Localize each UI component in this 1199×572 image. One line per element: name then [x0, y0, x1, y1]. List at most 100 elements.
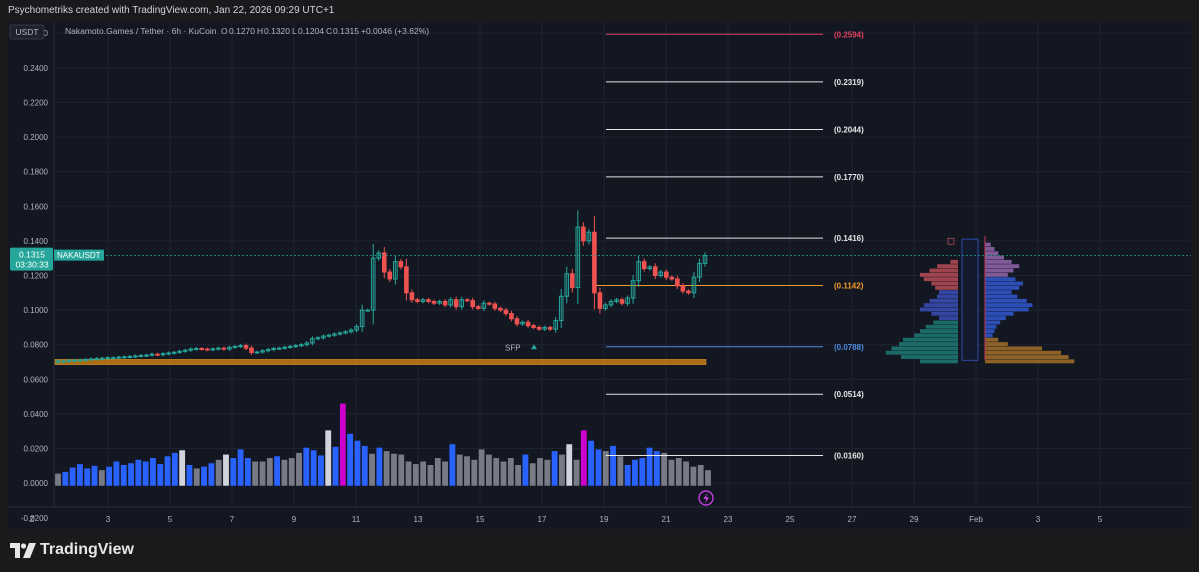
scale-badge[interactable]	[9, 24, 45, 40]
fib-level[interactable]: (0.0160)	[606, 451, 864, 460]
y-tick-label: 0.2000	[24, 133, 49, 142]
current-price-value: 0.1315	[19, 250, 45, 260]
price-chart[interactable]: (0.2594) (0.2319) (0.2044) (0.1770) (0.1416)…	[8, 22, 1191, 529]
y-tick-label: 0.1600	[24, 202, 49, 211]
volume-bar	[559, 454, 565, 486]
volume-bar	[485, 454, 492, 486]
volume-bar	[230, 458, 237, 486]
volume-bar	[55, 473, 61, 486]
volume-bar	[215, 459, 222, 486]
sfp-label: SFP	[505, 343, 521, 352]
candle-body	[138, 354, 144, 357]
candle-body	[310, 338, 315, 344]
candle-body	[299, 344, 304, 347]
fib-level[interactable]: (0.2594)	[606, 30, 864, 39]
candle-body	[332, 333, 337, 336]
candle-body	[321, 335, 326, 339]
candle	[636, 255, 641, 287]
volume-bar	[332, 446, 339, 486]
candle	[481, 300, 487, 312]
candle	[188, 347, 194, 352]
candle-body	[254, 351, 260, 354]
candle	[509, 310, 514, 322]
candle-body	[326, 334, 332, 337]
level-label: (0.1770)	[834, 173, 864, 182]
fib-level[interactable]: (0.1770)	[606, 173, 864, 182]
current-price-tag: 0.1315 03:30:33 NAKAUSDT	[10, 247, 104, 271]
candle	[686, 289, 691, 295]
candle-body	[243, 345, 249, 349]
y-tick-label: 0.1800	[24, 168, 49, 177]
candle-body	[210, 348, 216, 351]
candle	[72, 358, 77, 362]
vp-row-right	[985, 259, 1012, 264]
candle	[547, 325, 553, 331]
volume-bar	[500, 461, 507, 486]
volume-bar	[456, 454, 463, 486]
candle-body	[431, 300, 437, 304]
fib-level[interactable]: (0.0514)	[606, 390, 864, 399]
vp-marker	[947, 237, 955, 245]
vp-row-left	[920, 329, 958, 334]
candle	[514, 316, 520, 327]
vp-row-left	[899, 342, 958, 347]
candle-body	[459, 299, 464, 308]
level-label: (0.2319)	[834, 78, 864, 87]
volume-bar	[449, 444, 456, 486]
candle	[144, 353, 149, 357]
volume-bar	[303, 447, 310, 486]
volume-bar	[164, 456, 171, 486]
volume-bar	[266, 458, 273, 486]
zoom-reset-icon[interactable]: Z	[30, 515, 35, 524]
candle	[299, 343, 304, 348]
candle	[669, 275, 675, 281]
candle-body	[426, 299, 431, 302]
candle-body	[586, 231, 592, 242]
volume-bar	[697, 464, 704, 486]
vp-row-right	[985, 264, 1020, 269]
vp-row-left	[939, 316, 958, 321]
candle	[381, 246, 387, 279]
candle-body	[464, 299, 470, 302]
candle-body	[420, 299, 426, 302]
candle	[420, 297, 426, 304]
vp-row-right	[985, 337, 999, 342]
fib-level[interactable]: (0.1416)	[606, 234, 864, 243]
tradingview-logo[interactable]: TradingView	[10, 541, 134, 559]
fib-level[interactable]: (0.2044)	[606, 125, 864, 134]
level-label: (0.2044)	[834, 125, 864, 134]
candle-body	[99, 357, 105, 360]
candle-body	[636, 261, 641, 282]
fib-level[interactable]: (0.1142)	[596, 282, 864, 291]
candle	[393, 255, 398, 285]
chart-area[interactable]: (0.2594) (0.2319) (0.2044) (0.1770) (0.1416)…	[8, 22, 1191, 529]
candle	[575, 210, 581, 305]
volume-bar	[62, 471, 69, 486]
fib-level[interactable]: (0.0788)	[606, 343, 864, 352]
candle-body	[581, 226, 586, 242]
y-tick-label: 0.0400	[24, 410, 49, 419]
level-label: (0.1142)	[834, 282, 864, 291]
candle	[564, 266, 570, 304]
candle	[177, 349, 182, 354]
candle-body	[199, 348, 205, 351]
volume-bar	[76, 464, 83, 486]
volume-bar	[150, 458, 156, 486]
vp-row-left	[920, 307, 958, 312]
lightning-icon[interactable]	[698, 490, 714, 506]
vp-row-right	[985, 359, 1075, 364]
support-zone	[54, 359, 707, 365]
fib-level[interactable]: (0.2319)	[606, 78, 864, 87]
volume-bar	[391, 453, 397, 486]
volume-bar	[544, 459, 551, 486]
volume-bar	[610, 445, 616, 486]
candle	[160, 352, 166, 357]
volume-bar	[705, 470, 711, 486]
candle-body	[182, 349, 188, 352]
y-tick-label: 0.1400	[24, 237, 49, 246]
candle-body	[608, 300, 614, 306]
candle	[503, 307, 509, 316]
candle-body	[160, 353, 166, 356]
volume-bar	[661, 452, 668, 486]
candle-body	[55, 360, 61, 363]
